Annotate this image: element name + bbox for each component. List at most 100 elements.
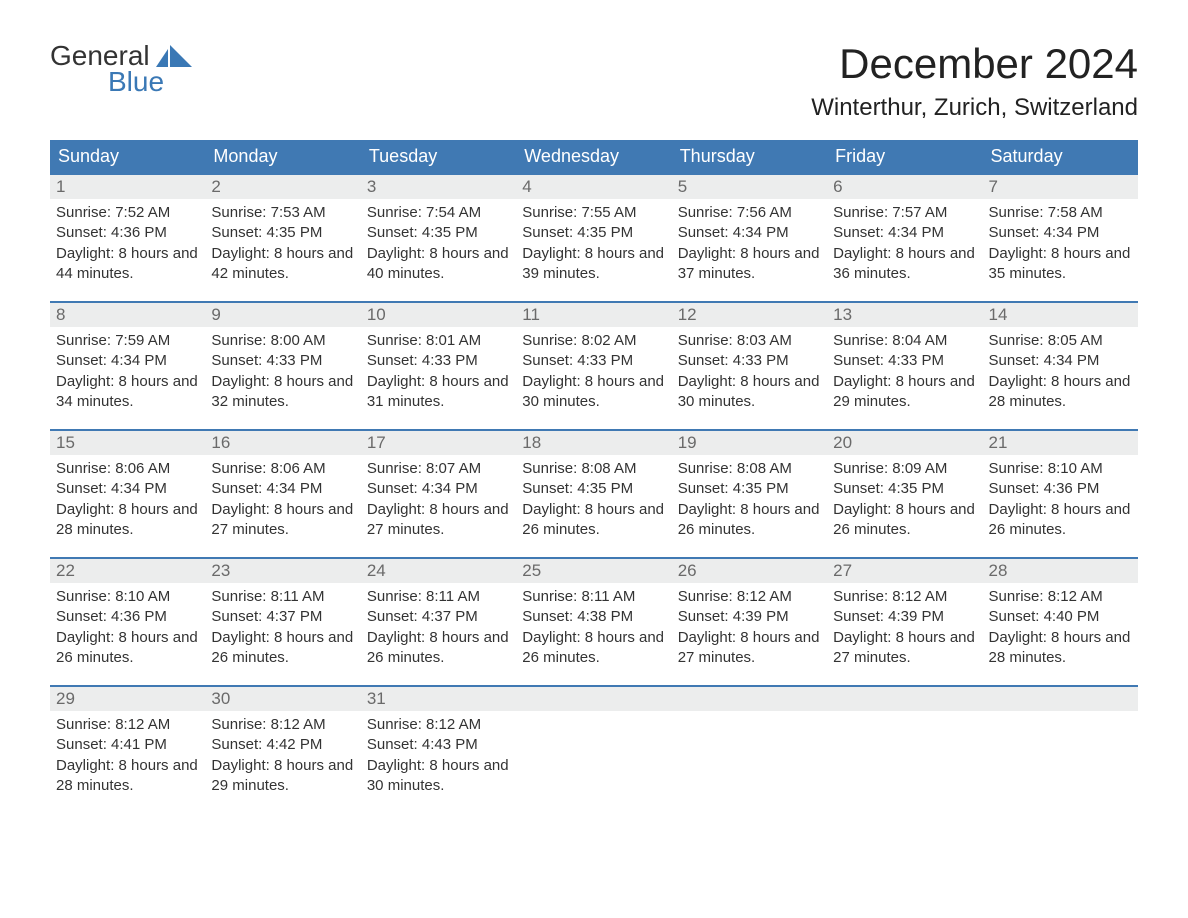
sunset-line: Sunset: 4:37 PM (211, 607, 354, 627)
day-detail: Sunrise: 8:12 AMSunset: 4:39 PMDaylight:… (827, 583, 982, 678)
day-number: 24 (361, 559, 516, 583)
sunset-line: Sunset: 4:35 PM (833, 479, 976, 499)
day-detail: Sunrise: 8:08 AMSunset: 4:35 PMDaylight:… (672, 455, 827, 550)
col-monday: Monday (205, 140, 360, 174)
day-number: 18 (516, 431, 671, 455)
day-number: 12 (672, 303, 827, 327)
sunrise-line: Sunrise: 8:10 AM (989, 459, 1132, 479)
day-number: 28 (983, 559, 1138, 583)
sunrise-line: Sunrise: 7:54 AM (367, 203, 510, 223)
calendar-table: Sunday Monday Tuesday Wednesday Thursday… (50, 140, 1138, 814)
sail-icon (154, 44, 194, 68)
calendar-day: 21Sunrise: 8:10 AMSunset: 4:36 PMDayligh… (983, 430, 1138, 558)
daylight-line: Daylight: 8 hours and 31 minutes. (367, 372, 510, 413)
sunrise-line: Sunrise: 7:52 AM (56, 203, 199, 223)
calendar-day: 10Sunrise: 8:01 AMSunset: 4:33 PMDayligh… (361, 302, 516, 430)
calendar-day: 18Sunrise: 8:08 AMSunset: 4:35 PMDayligh… (516, 430, 671, 558)
col-thursday: Thursday (672, 140, 827, 174)
day-number: 17 (361, 431, 516, 455)
calendar-day: 7Sunrise: 7:58 AMSunset: 4:34 PMDaylight… (983, 174, 1138, 302)
daylight-line: Daylight: 8 hours and 26 minutes. (522, 500, 665, 541)
sunrise-line: Sunrise: 7:59 AM (56, 331, 199, 351)
day-number: 25 (516, 559, 671, 583)
sunrise-line: Sunrise: 8:12 AM (367, 715, 510, 735)
day-number: 29 (50, 687, 205, 711)
calendar-day: 16Sunrise: 8:06 AMSunset: 4:34 PMDayligh… (205, 430, 360, 558)
day-detail: Sunrise: 8:12 AMSunset: 4:43 PMDaylight:… (361, 711, 516, 806)
sunset-line: Sunset: 4:34 PM (56, 479, 199, 499)
daylight-line: Daylight: 8 hours and 28 minutes. (56, 756, 199, 797)
sunset-line: Sunset: 4:35 PM (522, 479, 665, 499)
day-detail: Sunrise: 8:12 AMSunset: 4:42 PMDaylight:… (205, 711, 360, 806)
sunrise-line: Sunrise: 8:11 AM (367, 587, 510, 607)
day-detail: Sunrise: 8:00 AMSunset: 4:33 PMDaylight:… (205, 327, 360, 422)
sunset-line: Sunset: 4:34 PM (367, 479, 510, 499)
sunset-line: Sunset: 4:36 PM (56, 607, 199, 627)
day-number: 16 (205, 431, 360, 455)
col-tuesday: Tuesday (361, 140, 516, 174)
daylight-line: Daylight: 8 hours and 26 minutes. (367, 628, 510, 669)
calendar-day: 1Sunrise: 7:52 AMSunset: 4:36 PMDaylight… (50, 174, 205, 302)
sunset-line: Sunset: 4:33 PM (678, 351, 821, 371)
day-detail: Sunrise: 7:54 AMSunset: 4:35 PMDaylight:… (361, 199, 516, 294)
sunset-line: Sunset: 4:38 PM (522, 607, 665, 627)
calendar-day: 2Sunrise: 7:53 AMSunset: 4:35 PMDaylight… (205, 174, 360, 302)
sunrise-line: Sunrise: 8:01 AM (367, 331, 510, 351)
sunrise-line: Sunrise: 8:11 AM (211, 587, 354, 607)
daylight-line: Daylight: 8 hours and 39 minutes. (522, 244, 665, 285)
sunset-line: Sunset: 4:37 PM (367, 607, 510, 627)
location: Winterthur, Zurich, Switzerland (811, 94, 1138, 122)
sunrise-line: Sunrise: 8:03 AM (678, 331, 821, 351)
daylight-line: Daylight: 8 hours and 26 minutes. (833, 500, 976, 541)
day-detail: Sunrise: 8:08 AMSunset: 4:35 PMDaylight:… (516, 455, 671, 550)
daylight-line: Daylight: 8 hours and 26 minutes. (989, 500, 1132, 541)
day-number: 26 (672, 559, 827, 583)
calendar-day: 8Sunrise: 7:59 AMSunset: 4:34 PMDaylight… (50, 302, 205, 430)
daylight-line: Daylight: 8 hours and 42 minutes. (211, 244, 354, 285)
calendar-day: 9Sunrise: 8:00 AMSunset: 4:33 PMDaylight… (205, 302, 360, 430)
sunrise-line: Sunrise: 7:58 AM (989, 203, 1132, 223)
day-number: 20 (827, 431, 982, 455)
calendar-day: 4Sunrise: 7:55 AMSunset: 4:35 PMDaylight… (516, 174, 671, 302)
sunrise-line: Sunrise: 8:02 AM (522, 331, 665, 351)
daylight-line: Daylight: 8 hours and 27 minutes. (367, 500, 510, 541)
calendar-day: 27Sunrise: 8:12 AMSunset: 4:39 PMDayligh… (827, 558, 982, 686)
calendar-day: 26Sunrise: 8:12 AMSunset: 4:39 PMDayligh… (672, 558, 827, 686)
calendar-day: 22Sunrise: 8:10 AMSunset: 4:36 PMDayligh… (50, 558, 205, 686)
daylight-line: Daylight: 8 hours and 29 minutes. (833, 372, 976, 413)
sunset-line: Sunset: 4:33 PM (833, 351, 976, 371)
sunset-line: Sunset: 4:34 PM (989, 351, 1132, 371)
calendar-day: 12Sunrise: 8:03 AMSunset: 4:33 PMDayligh… (672, 302, 827, 430)
day-number: 1 (50, 175, 205, 199)
calendar-day: 13Sunrise: 8:04 AMSunset: 4:33 PMDayligh… (827, 302, 982, 430)
calendar-day: 17 Sunrise: 8:07 AMSunset: 4:34 PMDayligh… (361, 430, 516, 558)
sunset-line: Sunset: 4:34 PM (833, 223, 976, 243)
day-detail: Sunrise: 7:56 AMSunset: 4:34 PMDaylight:… (672, 199, 827, 294)
day-detail: Sunrise: 8:04 AMSunset: 4:33 PMDaylight:… (827, 327, 982, 422)
day-detail: Sunrise: 8:06 AMSunset: 4:34 PMDaylight:… (205, 455, 360, 550)
daylight-line: Daylight: 8 hours and 36 minutes. (833, 244, 976, 285)
day-number: 2 (205, 175, 360, 199)
sunset-line: Sunset: 4:33 PM (522, 351, 665, 371)
calendar-day: 31Sunrise: 8:12 AMSunset: 4:43 PMDayligh… (361, 686, 516, 814)
sunset-line: Sunset: 4:42 PM (211, 735, 354, 755)
day-detail: Sunrise: 8:06 AMSunset: 4:34 PMDaylight:… (50, 455, 205, 550)
day-number: 7 (983, 175, 1138, 199)
day-number: 21 (983, 431, 1138, 455)
day-detail: Sunrise: 7:55 AMSunset: 4:35 PMDaylight:… (516, 199, 671, 294)
sunset-line: Sunset: 4:36 PM (56, 223, 199, 243)
sunset-line: Sunset: 4:43 PM (367, 735, 510, 755)
calendar-week: 22Sunrise: 8:10 AMSunset: 4:36 PMDayligh… (50, 558, 1138, 686)
col-saturday: Saturday (983, 140, 1138, 174)
day-detail: Sunrise: 7:53 AMSunset: 4:35 PMDaylight:… (205, 199, 360, 294)
sunrise-line: Sunrise: 8:00 AM (211, 331, 354, 351)
day-detail: Sunrise: 8:01 AMSunset: 4:33 PMDaylight:… (361, 327, 516, 422)
day-detail: Sunrise: 8:05 AMSunset: 4:34 PMDaylight:… (983, 327, 1138, 422)
sunrise-line: Sunrise: 8:07 AM (367, 459, 510, 479)
day-number: 13 (827, 303, 982, 327)
day-number: 9 (205, 303, 360, 327)
sunrise-line: Sunrise: 8:12 AM (989, 587, 1132, 607)
daylight-line: Daylight: 8 hours and 26 minutes. (56, 628, 199, 669)
calendar-day: 6Sunrise: 7:57 AMSunset: 4:34 PMDaylight… (827, 174, 982, 302)
calendar-day: 11Sunrise: 8:02 AMSunset: 4:33 PMDayligh… (516, 302, 671, 430)
